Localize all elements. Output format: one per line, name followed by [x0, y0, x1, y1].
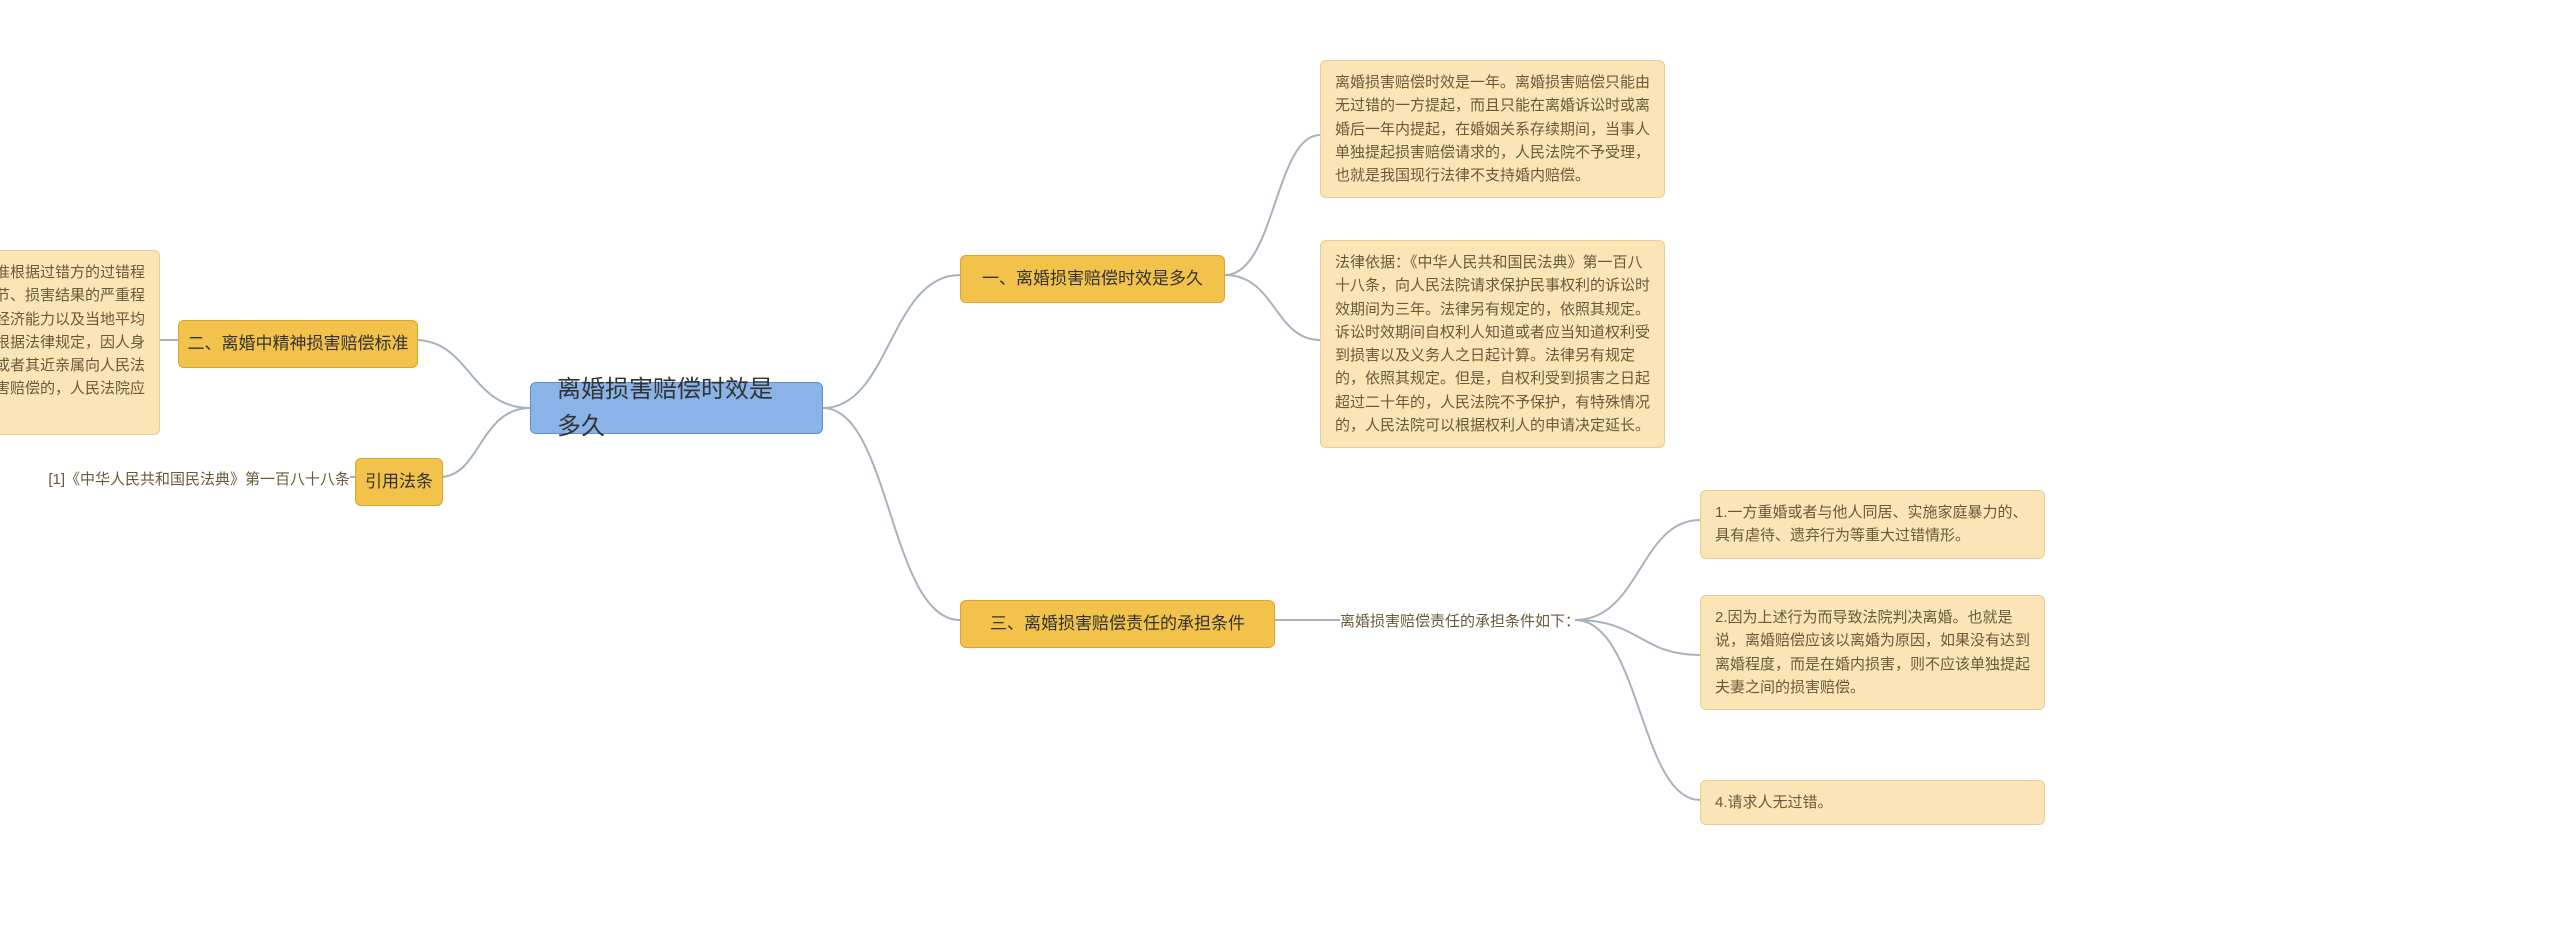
branch-1-label: 一、离婚损害赔偿时效是多久 [982, 266, 1203, 292]
root-node: 离婚损害赔偿时效是多久 [530, 382, 823, 434]
branch-2-leaf-text: 离婚中精神损害赔偿标准根据过错方的过错程度、侵害行为的具体情节、损害结果的严重程… [0, 261, 145, 424]
branch-3-intro: 离婚损害赔偿责任的承担条件如下： [1340, 610, 1580, 633]
branch-2-label: 二、离婚中精神损害赔偿标准 [188, 331, 409, 357]
branch-cite: 引用法条 [355, 458, 443, 506]
branch-3-item-0: 1.一方重婚或者与他人同居、实施家庭暴力的、具有虐待、遗弃行为等重大过错情形。 [1700, 490, 2045, 559]
branch-cite-label: 引用法条 [365, 469, 433, 495]
branch-3: 三、离婚损害赔偿责任的承担条件 [960, 600, 1275, 648]
branch-1-leaf-1: 法律依据：《中华人民共和国民法典》第一百八十八条，向人民法院请求保护民事权利的诉… [1320, 240, 1665, 448]
branch-1: 一、离婚损害赔偿时效是多久 [960, 255, 1225, 303]
branch-1-leaf-0: 离婚损害赔偿时效是一年。离婚损害赔偿只能由无过错的一方提起，而且只能在离婚诉讼时… [1320, 60, 1665, 198]
branch-2: 二、离婚中精神损害赔偿标准 [178, 320, 418, 368]
root-label: 离婚损害赔偿时效是多久 [557, 371, 796, 445]
cite-text: [1]《中华人民共和国民法典》第一百八十八条 [40, 468, 350, 491]
branch-3-item-1: 2.因为上述行为而导致法院判决离婚。也就是说，离婚赔偿应该以离婚为原因，如果没有… [1700, 595, 2045, 710]
branch-3-item-2: 4.请求人无过错。 [1700, 780, 2045, 825]
branch-3-label: 三、离婚损害赔偿责任的承担条件 [990, 611, 1245, 637]
branch-2-leaf: 离婚中精神损害赔偿标准根据过错方的过错程度、侵害行为的具体情节、损害结果的严重程… [0, 250, 160, 435]
